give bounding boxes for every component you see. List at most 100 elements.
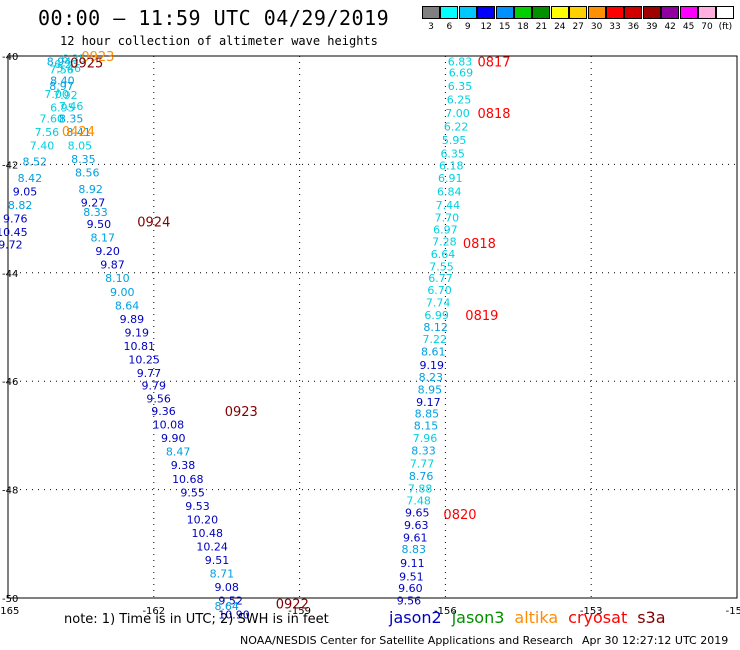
wave-height-value: 8.76 [409,470,434,483]
satellite-legend-jason2: jason2 [389,608,442,627]
wave-height-value: 6.83 [448,55,473,68]
wave-height-value: 9.19 [125,326,150,339]
y-tick-label: -48 [2,486,18,497]
colorbar-swatch [422,6,440,19]
y-tick-label: -42 [2,160,18,171]
satellite-legend: jason2 jason3 altika cryosat s3a [389,608,676,627]
wave-height-value: 8.40 [50,74,75,87]
wave-height-value: 9.63 [404,519,429,532]
wave-height-value: 9.50 [87,218,112,231]
wave-height-value: 9.05 [13,186,38,199]
wave-height-value: 10.45 [0,226,28,239]
wave-height-value: 10.24 [196,541,228,554]
wave-height-value: 6.18 [439,159,464,172]
wave-height-value: 6.99 [424,309,449,322]
x-tick-label: -156 [434,606,457,617]
x-tick-label: -159 [288,606,311,617]
wave-height-value: 10.25 [128,354,160,367]
colorbar-label: 18 [517,22,529,32]
wave-height-value: 9.17 [416,396,441,409]
time-label: 0820 [443,508,476,523]
wave-height-value: 9.89 [120,313,145,326]
wave-height-value: 8.17 [91,232,116,245]
wave-height-value: 7.55 [429,260,454,273]
wave-height-value: 7.92 [53,89,78,102]
colorbar-label: 45 [682,22,695,32]
wave-height-value: 8.64 [214,600,239,613]
colorbar-label: 6 [446,22,453,32]
x-tick-label: -153 [580,606,603,617]
page-subtitle: 12 hour collection of altimeter wave hei… [60,34,378,48]
wave-height-value: 9.00 [110,286,135,299]
colorbar-label: 70 [701,22,713,32]
wave-height-value: 7.77 [410,458,435,471]
colorbar-swatch [606,6,624,19]
wave-height-value: 6.35 [440,148,465,161]
colorbar-swatch [477,6,496,19]
wave-height-value: 8.41 [66,126,91,139]
wave-height-value: 9.08 [214,581,239,594]
wave-height-value: 8.23 [419,371,444,384]
y-tick-label: -44 [2,269,18,280]
wave-height-value: 7.22 [422,333,447,346]
generated-timestamp: Apr 30 12:27:12 UTC 2019 [582,634,729,647]
credit-line: NOAA/NESDIS Center for Satellite Applica… [240,634,574,647]
time-label: 0922 [276,597,309,612]
wave-height-value: 8.47 [166,446,191,459]
wave-height-value: 7.56 [35,126,60,139]
wave-height-value: 8.33 [411,445,436,458]
wave-height-value: 9.56 [146,393,171,406]
colorbar-label: 9 [464,22,471,32]
wave-height-value: 6.64 [431,248,456,261]
wave-height-value: 6.35 [61,53,86,66]
wave-height-value: 10.68 [172,473,204,486]
wave-height-value: 8.83 [402,543,427,556]
wave-height-value: 9.36 [151,405,176,418]
wave-height-value: 6.95 [50,101,75,114]
wave-height-value: 9.61 [403,531,428,544]
wave-height-value: 7.46 [59,100,84,113]
colorbar-label: 36 [627,22,640,32]
time-label: 0424 [62,125,95,140]
wave-height-value: 8.35 [59,112,84,125]
wave-height-value: 8.42 [18,172,43,185]
wave-height-value: 8.61 [421,345,446,358]
colorbar-swatch [661,6,680,19]
wave-height-value: 8.71 [210,568,235,581]
wave-height-value: 9.53 [185,500,210,513]
satellite-legend-jason3: jason3 [451,608,505,627]
wave-height-value: 6.77 [428,272,453,285]
colorbar-swatch [679,6,698,19]
wave-height-value: 8.64 [115,299,140,312]
colorbar-swatch [587,6,606,19]
wave-height-value: 10.81 [123,340,155,353]
wave-height-value: 8.15 [414,420,439,433]
page-title: 00:00 – 11:59 UTC 04/29/2019 [38,6,390,30]
colorbar-swatch [698,6,716,19]
wave-height-value: 7.44 [436,199,461,212]
wave-height-value: 8.33 [83,206,108,219]
y-tick-label: -50 [2,594,18,605]
wave-height-value: 8.52 [22,156,47,169]
wave-height-value: 6.97 [433,223,458,236]
wave-height-value: 6.22 [444,120,469,133]
time-label: 0923 [225,405,258,420]
colorbar-swatch [642,6,661,19]
wave-height-value: 6.84 [437,186,462,199]
wave-height-value: 6.91 [438,172,463,185]
colorbar-label: 24 [554,22,566,32]
wave-height-value: 10.20 [187,513,219,526]
wave-height-value: 6.23 [54,58,79,71]
wave-height-value: 8.35 [71,153,96,166]
footnote: note: 1) Time is in UTC; 2) SWH is in fe… [64,612,329,627]
wave-height-value: 8.12 [423,321,448,334]
colorbar-label: 15 [498,22,511,32]
wave-height-value: 9.77 [137,367,162,380]
wave-height-value: 7.00 [445,107,470,120]
x-tick-label: -162 [142,606,165,617]
wave-height-value: 8.92 [78,183,103,196]
time-label: 0925 [70,57,103,72]
wave-height-value: 8.97 [49,80,74,93]
wave-height-value: 7.40 [30,139,55,152]
colorbar-swatch [550,6,569,19]
